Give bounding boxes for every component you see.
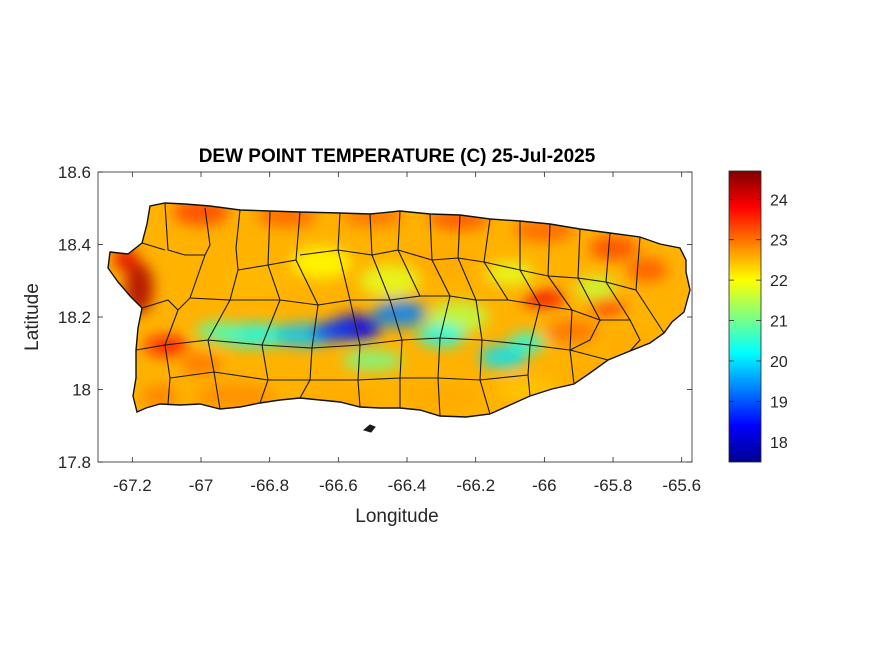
temperature-cell <box>588 298 625 315</box>
x-tick-label: -66.6 <box>319 476 358 495</box>
temperature-cell <box>522 290 567 307</box>
municipality-boundary <box>141 242 166 251</box>
municipality-boundary <box>569 349 575 385</box>
temperature-cell <box>218 260 287 301</box>
y-tick-label: 18 <box>72 381 91 400</box>
colorbar-tick-label: 21 <box>770 314 788 331</box>
colorbar-tick-label: 19 <box>770 394 788 411</box>
colorbar-tick-label: 20 <box>770 354 788 371</box>
temperature-cell <box>486 261 535 286</box>
colorbar-tick-label: 23 <box>770 233 788 250</box>
x-tick-label: -66.2 <box>456 476 495 495</box>
municipality-boundary <box>164 203 205 256</box>
island-outline <box>107 202 691 418</box>
municipality-boundary <box>569 319 601 351</box>
colorbar-tick-label: 24 <box>770 192 788 209</box>
colorbar <box>728 170 762 463</box>
temperature-cell <box>144 336 189 356</box>
y-tick-label: 18.6 <box>58 163 91 182</box>
temperature-cell <box>291 246 352 279</box>
temperature-cell <box>589 236 638 261</box>
y-tick-label: 18.4 <box>58 236 91 255</box>
municipality-boundaries <box>135 203 665 417</box>
temperature-cell <box>374 299 427 328</box>
temperature-cell <box>196 321 241 342</box>
x-tick-label: -65.6 <box>662 476 701 495</box>
municipality-boundary <box>204 207 211 256</box>
temperature-cell <box>311 321 352 342</box>
y-tick-label: 18.2 <box>58 308 91 327</box>
municipality-boundary <box>635 289 665 334</box>
x-tick-label: -66.4 <box>388 476 427 495</box>
small-island <box>362 424 376 433</box>
temperature-cell <box>545 319 598 344</box>
y-axis: 17.8 18 18.2 18.4 18.6 <box>58 163 692 472</box>
x-tick-label: -67.2 <box>113 476 152 495</box>
x-tick-label: -67 <box>189 476 214 495</box>
x-axis-label: Longitude <box>355 506 438 527</box>
colorbar-ticks: 18 19 20 21 22 23 24 <box>729 192 788 452</box>
municipality-boundary <box>569 349 609 361</box>
temperature-cell <box>509 332 546 353</box>
colorbar-tick-label: 18 <box>770 435 788 452</box>
municipality-boundary <box>235 209 241 271</box>
x-axis: -67.2 -67 -66.8 -66.6 -66.4 -66.2 -66 -65.8 -65.… <box>113 172 701 495</box>
colorbar-tick-label: 22 <box>770 273 788 290</box>
y-axis-label: Latitude <box>22 283 43 351</box>
municipality-boundary <box>629 319 641 352</box>
temperature-cell <box>479 344 528 369</box>
chart-title: DEW POINT TEMPERATURE (C) 25-Jul-2025 <box>199 146 596 167</box>
y-tick-label: 17.8 <box>58 453 91 472</box>
temperature-cell <box>627 257 668 282</box>
municipality-boundary <box>169 371 529 381</box>
temperature-cell <box>342 350 403 371</box>
x-tick-label: -65.8 <box>594 476 633 495</box>
x-tick-label: -66 <box>532 476 557 495</box>
temperature-cell <box>181 354 222 375</box>
x-tick-label: -66.8 <box>250 476 289 495</box>
temperature-cell <box>417 323 466 348</box>
temperature-cell <box>359 264 420 297</box>
temperature-cell <box>401 384 482 409</box>
